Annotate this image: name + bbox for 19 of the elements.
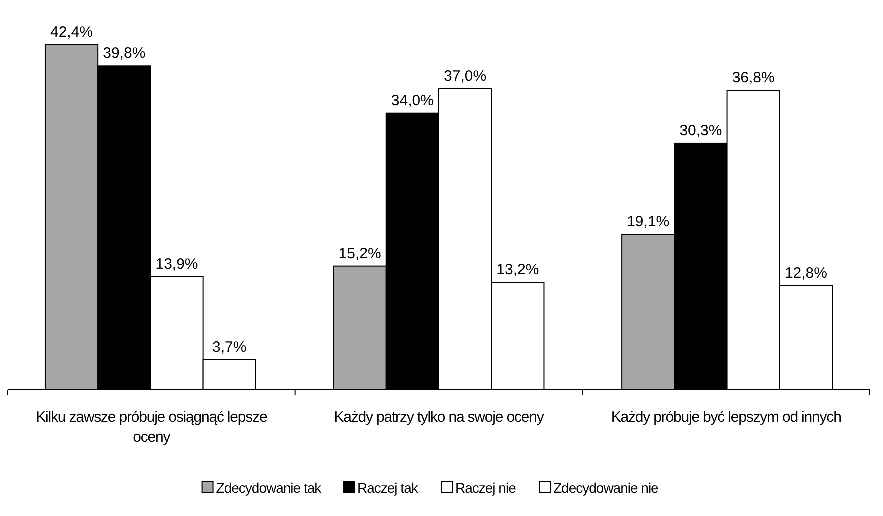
legend-label: Zdecydowanie nie	[554, 480, 660, 496]
data-label: 12,8%	[784, 264, 828, 282]
data-label: 36,8%	[732, 70, 775, 87]
data-label: 13,9%	[156, 256, 198, 273]
data-label: 34,0%	[391, 92, 434, 110]
legend-label: Raczej nie	[456, 480, 517, 496]
data-label: 13,2%	[496, 262, 540, 279]
data-label: 39,8%	[103, 45, 146, 62]
x-tick-label: Kilku zawsze próbuje osiągnąć lepsze oceny	[36, 409, 268, 446]
data-label: 42,4%	[50, 24, 94, 41]
data-label: 30,3%	[680, 122, 722, 140]
x-tick-label: Każdy patrzy tylko na swoje oceny	[334, 409, 545, 426]
data-label: 3,7%	[212, 338, 247, 356]
legend-label: Zdecydowanie tak	[216, 480, 323, 496]
legend-label: Raczej tak	[358, 480, 420, 496]
x-tick-label: Każdy próbuje być lepszym od innych	[611, 409, 842, 426]
data-label: 37,0%	[444, 68, 487, 85]
data-label: 15,2%	[338, 245, 382, 262]
data-label: 19,1%	[627, 214, 670, 231]
